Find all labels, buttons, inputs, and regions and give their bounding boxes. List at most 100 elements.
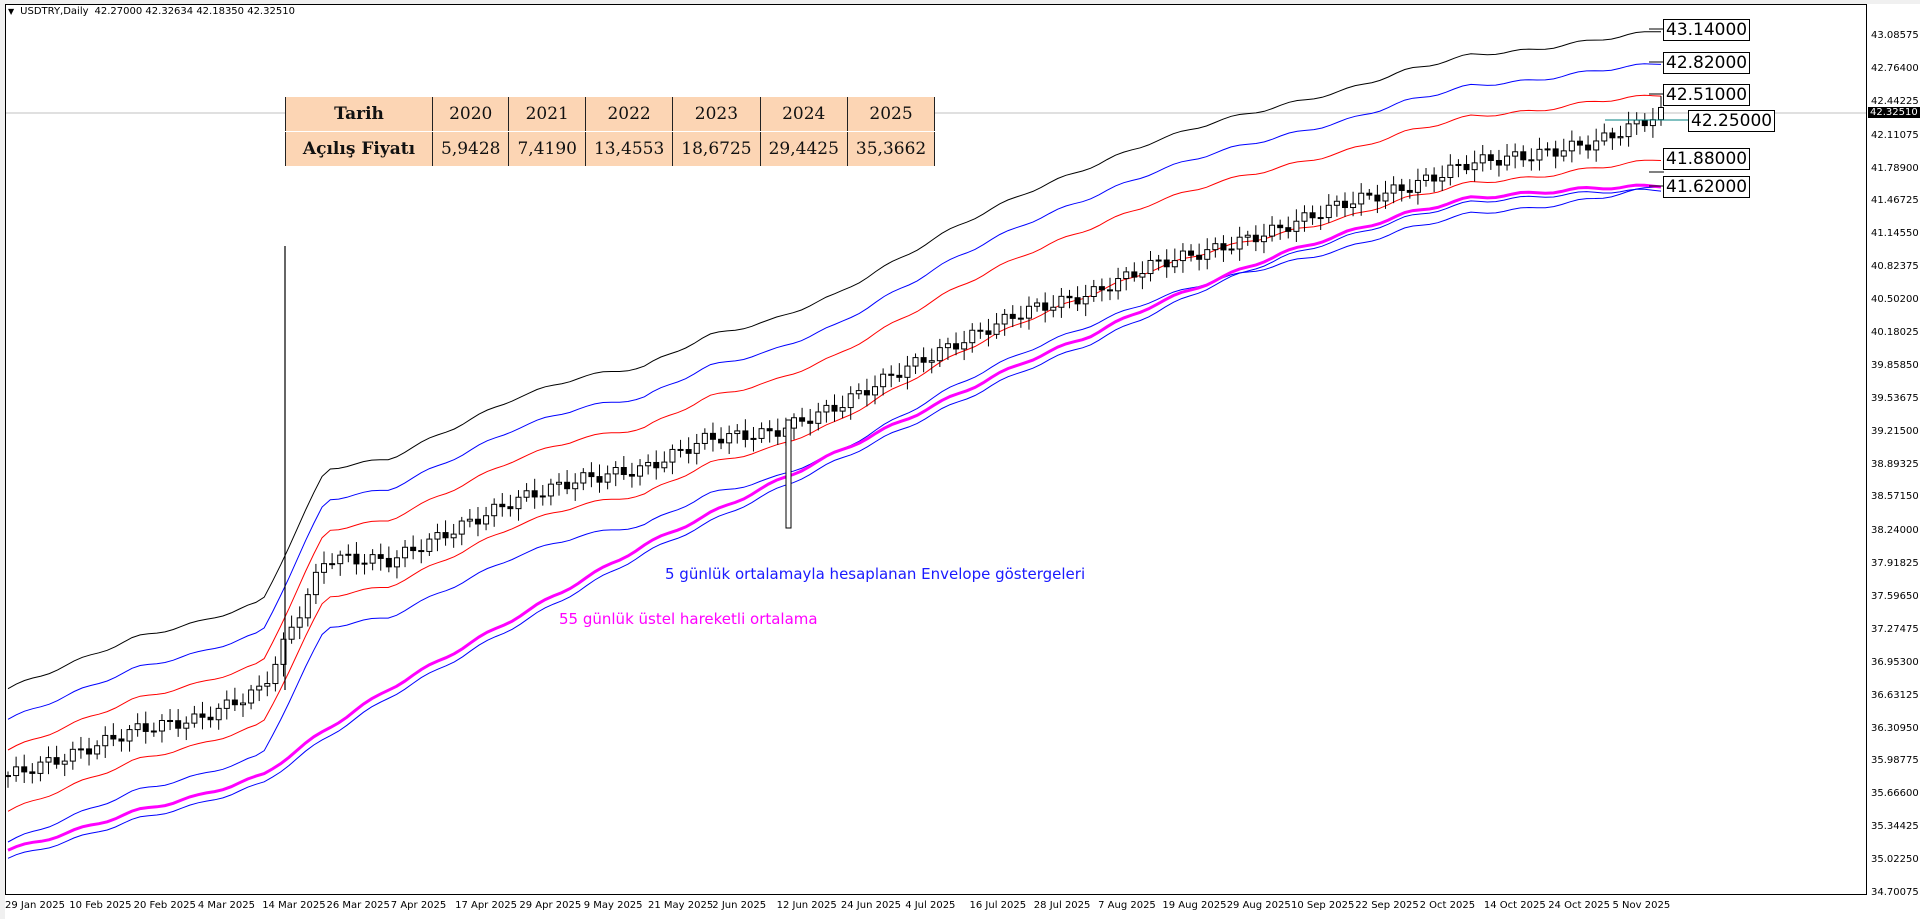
candle-body xyxy=(1171,260,1178,268)
candle-body xyxy=(912,357,919,367)
candle-body xyxy=(1244,234,1251,238)
candle-body xyxy=(1374,194,1381,202)
candle-body xyxy=(709,432,716,440)
candle-body xyxy=(385,557,392,568)
candle-body xyxy=(628,473,635,477)
candle-body xyxy=(442,532,449,539)
candle-body xyxy=(888,373,895,376)
candle-body xyxy=(231,699,238,706)
time-axis[interactable] xyxy=(5,895,1920,919)
candle-body xyxy=(353,553,360,565)
candle-body xyxy=(1252,234,1259,243)
candle-body xyxy=(1034,302,1041,307)
candle-body xyxy=(677,448,684,451)
candle-body xyxy=(337,554,344,565)
ohlc-values: 42.27000 42.32634 42.18350 42.32510 xyxy=(94,6,295,17)
candle-body xyxy=(604,473,611,483)
candle-body xyxy=(1350,203,1357,209)
y-tick: 42.44225 xyxy=(1871,95,1919,107)
x-tick: 10 Feb 2025 xyxy=(69,900,132,911)
x-tick: 14 Mar 2025 xyxy=(262,900,326,911)
candle-body xyxy=(1196,254,1203,260)
candle-body xyxy=(620,467,627,475)
candle-body xyxy=(150,730,157,733)
table-cell: 2024 xyxy=(759,97,848,132)
x-tick: 9 May 2025 xyxy=(583,900,643,911)
candle-body xyxy=(847,393,854,409)
candle-body xyxy=(1155,259,1162,262)
candle-body xyxy=(1552,148,1559,157)
level-label[interactable]: 41.62000 xyxy=(1663,176,1751,198)
y-tick: 37.91825 xyxy=(1871,558,1919,570)
candle-body xyxy=(312,571,319,596)
y-tick: 36.63125 xyxy=(1871,689,1919,701)
y-tick: 35.34425 xyxy=(1871,821,1919,833)
level-label[interactable]: 42.51000 xyxy=(1663,84,1751,106)
table-header-label: Tarih xyxy=(285,97,433,132)
candle-body xyxy=(1544,148,1551,151)
y-tick: 41.78900 xyxy=(1871,162,1919,174)
candle-body xyxy=(304,594,311,619)
candle-body xyxy=(701,432,708,444)
x-tick: 29 Jan 2025 xyxy=(5,900,65,911)
x-tick: 16 Jul 2025 xyxy=(969,900,1027,911)
table-cell: 29,4425 xyxy=(759,131,848,166)
x-tick: 24 Oct 2025 xyxy=(1548,900,1611,911)
level-label[interactable]: 42.82000 xyxy=(1663,52,1751,74)
envelope-line xyxy=(7,94,1662,751)
y-tick: 41.46725 xyxy=(1871,195,1919,207)
dropdown-triangle-icon[interactable]: ▼ xyxy=(8,7,15,16)
candle-body xyxy=(823,404,830,413)
candle-body xyxy=(280,638,287,665)
candle-body xyxy=(863,390,870,396)
candle-body xyxy=(774,430,781,437)
x-tick: 19 Aug 2025 xyxy=(1162,900,1227,911)
level-label[interactable]: 41.88000 xyxy=(1663,148,1751,170)
y-tick: 37.27475 xyxy=(1871,623,1919,635)
candle-body xyxy=(191,713,198,724)
x-tick: 26 Mar 2025 xyxy=(326,900,390,911)
candle-body xyxy=(1009,313,1016,319)
x-tick: 29 Apr 2025 xyxy=(519,900,582,911)
table-cell: 7,4190 xyxy=(508,131,586,166)
y-tick: 42.11075 xyxy=(1871,129,1919,141)
candle-body xyxy=(1285,227,1292,232)
candle-body xyxy=(474,518,481,525)
level-label[interactable]: 43.14000 xyxy=(1663,19,1751,41)
y-tick: 42.76400 xyxy=(1871,62,1919,74)
candle-body xyxy=(199,713,206,718)
candle-body xyxy=(239,702,246,706)
candle-body xyxy=(685,449,692,454)
y-tick: 38.89325 xyxy=(1871,458,1919,470)
x-tick: 20 Feb 2025 xyxy=(133,900,196,911)
y-tick: 39.53675 xyxy=(1871,392,1919,404)
x-tick: 29 Aug 2025 xyxy=(1226,900,1291,911)
candle-body xyxy=(985,330,992,335)
candle-body xyxy=(183,722,190,729)
candle-body xyxy=(491,503,498,517)
price-axis[interactable] xyxy=(1867,4,1920,895)
candle-body xyxy=(1423,174,1430,181)
candle-body xyxy=(572,482,579,490)
candle-body xyxy=(799,417,806,422)
ema-annotation: 55 günlük üstel hareketli ortalama xyxy=(559,610,818,628)
table-cell: 35,3662 xyxy=(846,131,936,166)
candle-body xyxy=(645,461,652,467)
table-cell: 13,4553 xyxy=(584,131,673,166)
candle-body xyxy=(86,748,93,755)
candle-body xyxy=(134,723,141,731)
candle-body xyxy=(1220,243,1227,251)
candle-body xyxy=(726,433,733,444)
candle-body xyxy=(807,420,814,424)
candle-body xyxy=(1366,192,1373,196)
level-label[interactable]: 42.25000 xyxy=(1688,110,1776,132)
envelope-line xyxy=(7,159,1662,812)
candle-body xyxy=(661,461,668,469)
candle-body xyxy=(1358,192,1365,205)
candle-body xyxy=(1107,289,1113,292)
candle-body xyxy=(393,557,400,568)
y-tick: 40.18025 xyxy=(1871,326,1919,338)
candle-body xyxy=(1098,286,1105,291)
y-tick: 38.24000 xyxy=(1871,525,1919,537)
candle-body xyxy=(1609,132,1616,139)
